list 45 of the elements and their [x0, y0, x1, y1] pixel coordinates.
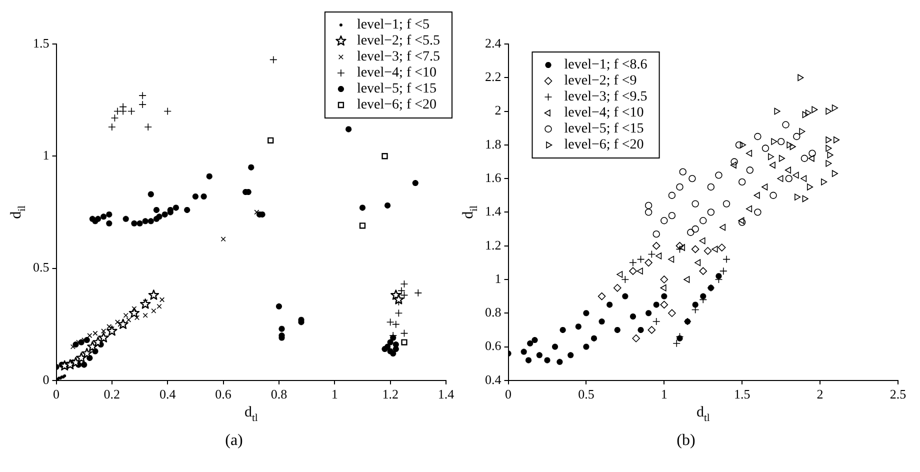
y-tick-label: 0.6 — [485, 338, 502, 354]
x-tick-label: 2.5 — [890, 386, 906, 402]
y-tick-label: 1.5 — [33, 35, 50, 50]
y-tick-label: 0.4 — [485, 372, 502, 387]
x-tick-label: 0 — [53, 386, 60, 402]
legend-label: level−1; f <5 — [356, 18, 430, 33]
y-tick-label: 2.2 — [485, 69, 502, 84]
x-tick-label: 0.4 — [159, 386, 176, 402]
x-tick-label: 0.2 — [104, 386, 120, 402]
legend-label: level−2; f <5.5 — [356, 34, 440, 49]
y-tick-label: 1 — [42, 148, 50, 163]
x-tick-label: 1.5 — [734, 386, 750, 402]
y-tick-label: 1.8 — [485, 136, 502, 152]
legend-label: level−3; f <7.5 — [356, 50, 440, 65]
y-tick-label: 0 — [42, 372, 50, 387]
legend-label: level−1; f <8.6 — [564, 58, 648, 73]
legend-label: level−4; f <10 — [564, 106, 644, 121]
y-axis-title: dil — [8, 205, 28, 219]
y-tick-label: 1.4 — [485, 204, 502, 219]
x-tick-label: 0.8 — [270, 386, 288, 402]
y-tick-label: 1.2 — [485, 237, 502, 252]
y-tick-label: 0.5 — [33, 260, 50, 275]
y-tick-label: 2.4 — [485, 35, 502, 50]
y-tick-label: 1.6 — [485, 170, 502, 185]
x-tick-label: 1 — [331, 386, 338, 402]
x-tick-label: 0 — [505, 386, 512, 402]
y-tick-label: 0.8 — [485, 304, 502, 320]
x-tick-label: 0.5 — [578, 386, 594, 402]
text: (a) — [225, 432, 243, 450]
legend-label: level−3; f <9.5 — [564, 90, 648, 105]
legend-label: level−6; f <20 — [564, 138, 644, 153]
x-tick-label: 1.4 — [438, 386, 455, 402]
x-tick-label: 1 — [660, 386, 668, 402]
legend-label: level−2; f <9 — [564, 74, 637, 89]
legend-label: level−4; f <10 — [356, 66, 437, 81]
y-axis-title: dil — [460, 205, 480, 219]
legend-label: level−6; f <20 — [356, 98, 437, 113]
x-tick-label: 1.2 — [382, 386, 398, 402]
legend-label: level−5; f <15 — [564, 122, 644, 137]
legend-label: level−5; f <15 — [356, 82, 437, 97]
text: (b) — [676, 432, 696, 450]
y-tick-label: 1 — [494, 270, 502, 286]
x-tick-label: 2 — [816, 386, 824, 402]
y-tick-label: 2 — [494, 102, 502, 118]
x-tick-label: 0.6 — [215, 386, 232, 402]
